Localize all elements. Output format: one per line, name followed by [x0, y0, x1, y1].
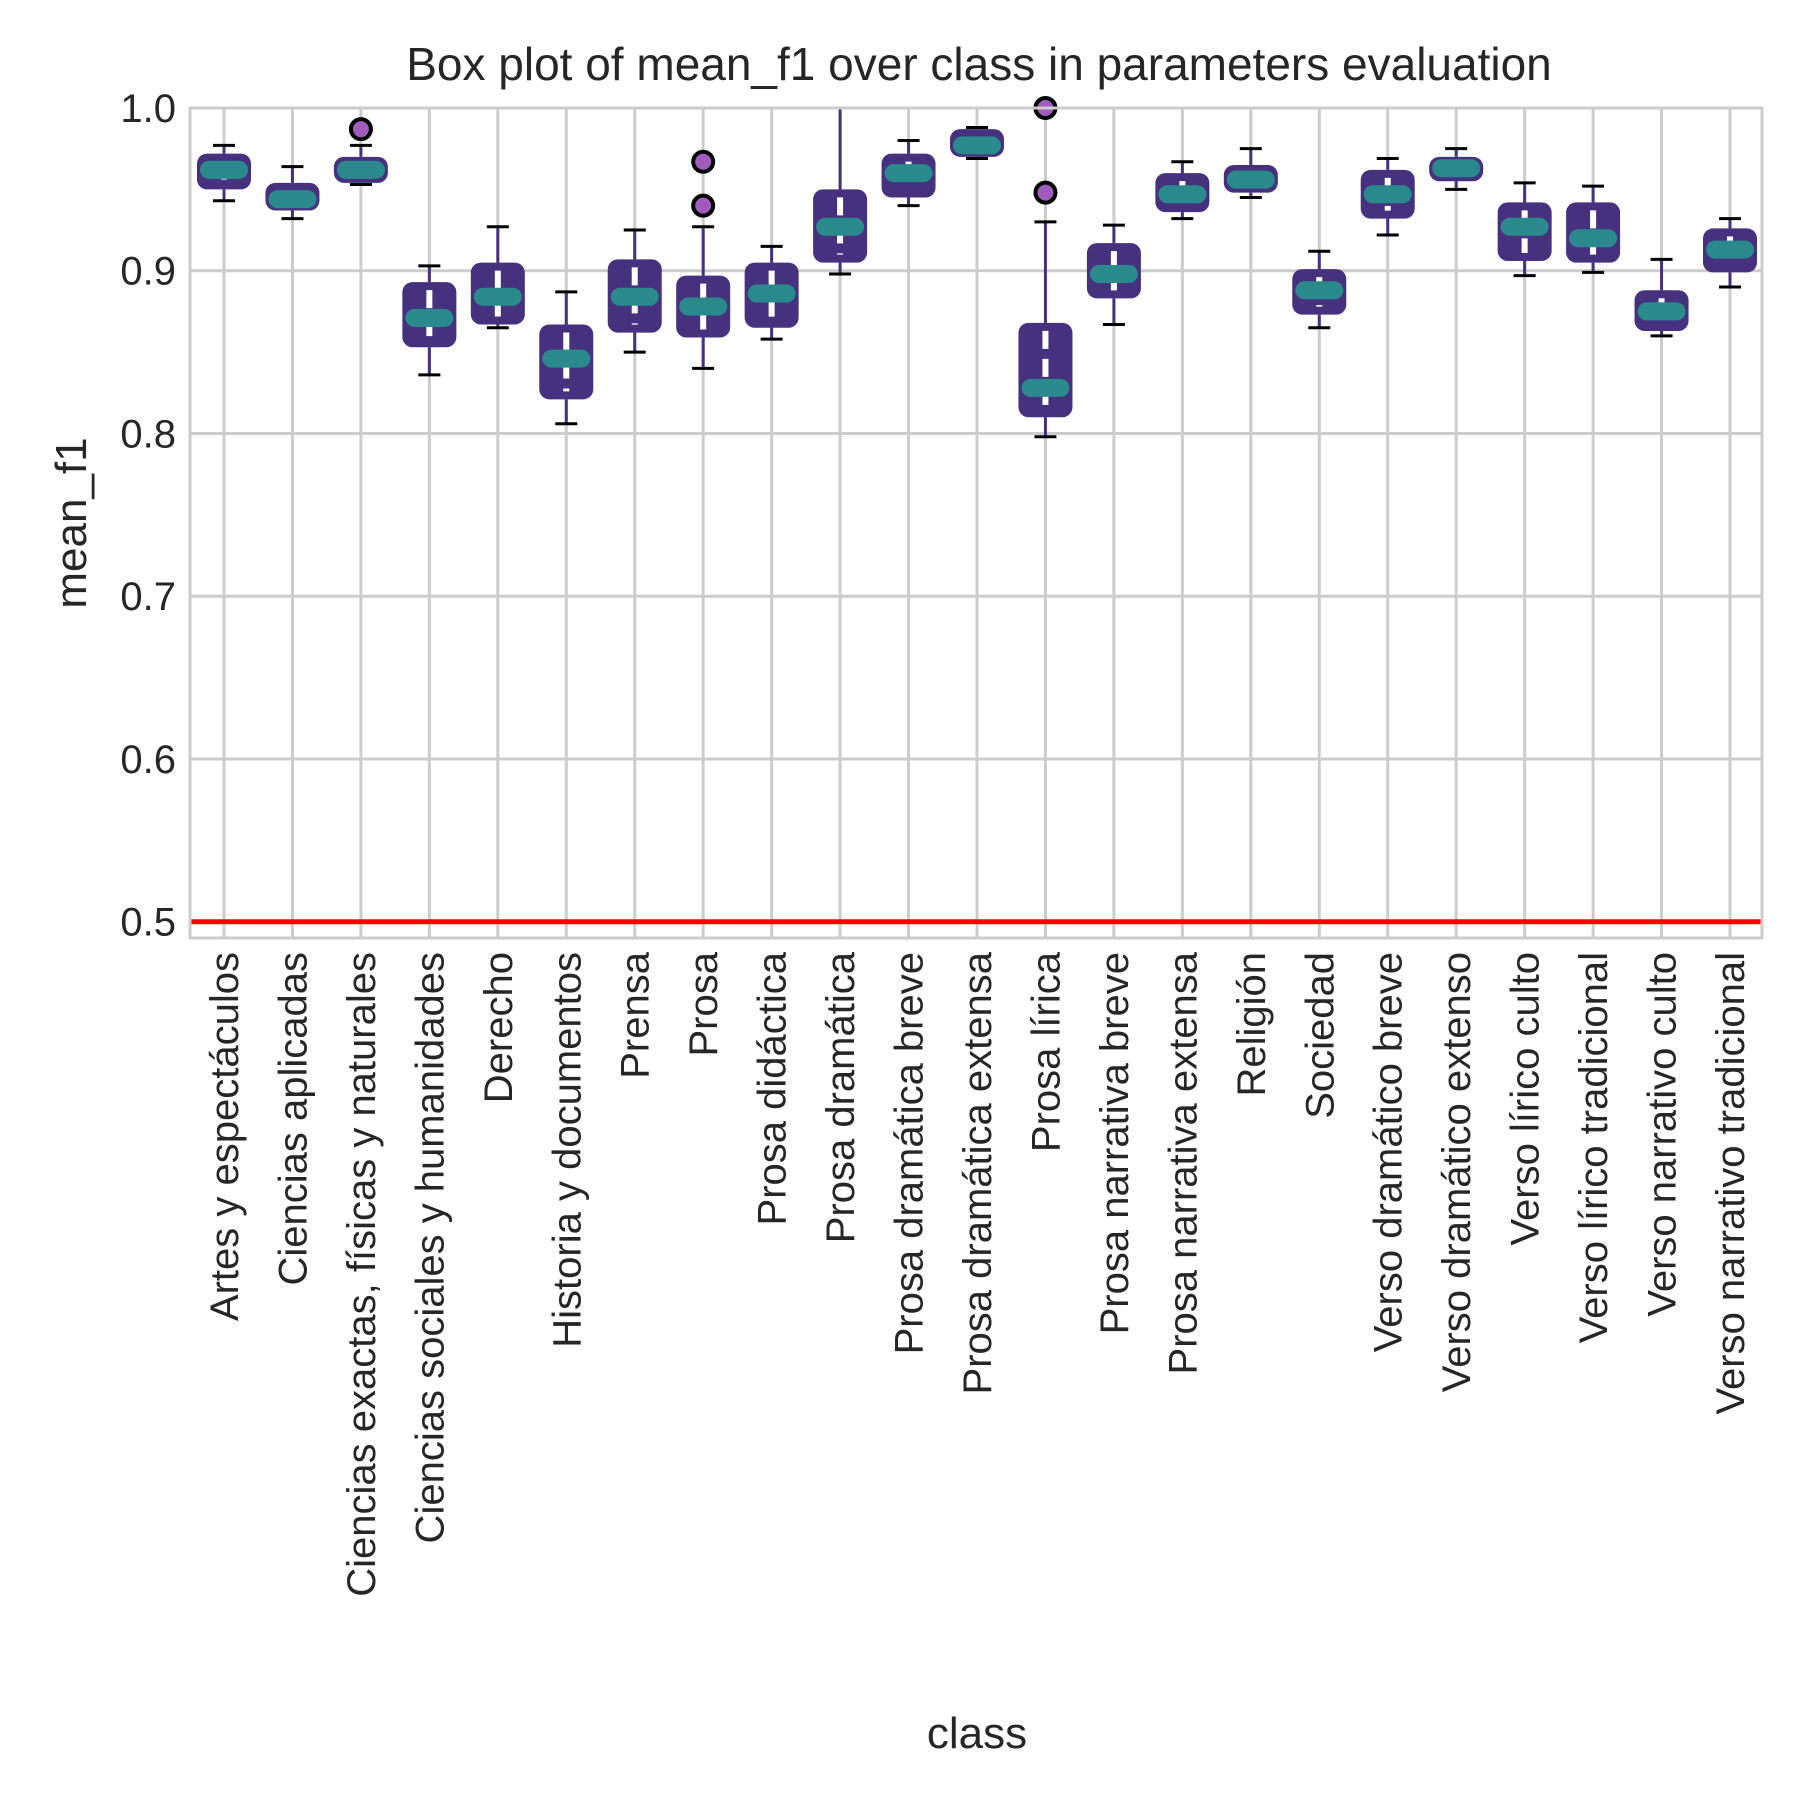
x-tick-label: Prosa dramática breve [888, 952, 932, 1354]
box-group [881, 139, 936, 208]
median-line [473, 287, 522, 306]
y-tick-label: 0.8 [120, 412, 176, 456]
median-line [1021, 378, 1070, 397]
median-line [405, 308, 454, 327]
box-group [197, 143, 251, 203]
chart-title: Box plot of mean_f1 over class in parame… [406, 38, 1552, 90]
x-tick-label: Ciencias exactas, físicas y naturales [340, 952, 384, 1597]
x-tick-label: Prosa dramática [819, 951, 863, 1243]
grid-lines [190, 106, 1762, 938]
box-group [744, 244, 799, 341]
y-axis-label: mean_f1 [47, 437, 96, 608]
x-tick-label: Artes y espectáculos [203, 952, 247, 1321]
x-tick-label: Verso lírico culto [1504, 952, 1548, 1245]
median-line [1637, 302, 1686, 321]
y-tick-labels: 0.5 0.6 0.7 0.8 0.9 1.0 [120, 87, 176, 945]
median-line [1500, 217, 1549, 236]
median-line [1158, 185, 1207, 204]
outlier-point [1033, 180, 1058, 205]
x-tick-label: Verso dramático breve [1367, 952, 1411, 1352]
median-line [1226, 170, 1275, 189]
median-line [1089, 265, 1138, 283]
y-tick-label: 1.0 [120, 87, 176, 131]
box-group [676, 149, 731, 370]
x-tick-label: Prosa lírica [1024, 951, 1068, 1152]
x-tick-label: Ciencias aplicadas [271, 952, 315, 1286]
median-line [679, 297, 728, 316]
median-line [816, 217, 865, 236]
y-tick-label: 0.7 [120, 575, 176, 619]
x-tick-label: Prosa didáctica [751, 951, 795, 1225]
box-group [402, 264, 457, 377]
outlier-point [691, 193, 716, 218]
y-tick-label: 0.9 [120, 250, 176, 294]
x-tick-label: Verso narrativo culto [1641, 952, 1685, 1317]
median-line [747, 284, 796, 303]
box-group [1429, 147, 1484, 191]
boxes-layer [197, 96, 1757, 439]
box-group [1223, 147, 1278, 200]
x-tick-label: Verso lírico tradicional [1572, 952, 1616, 1343]
box-group [265, 165, 320, 221]
x-tick-label: Prosa dramática extensa [956, 951, 1000, 1394]
outlier-point [691, 149, 716, 174]
box-group [813, 108, 868, 276]
box-group [1634, 257, 1689, 338]
median-line [1295, 281, 1344, 300]
box-group [950, 126, 1004, 160]
box-group [333, 117, 388, 186]
median-line [200, 160, 248, 179]
box-group [1292, 249, 1347, 330]
x-tick-label: Historia y documentos [545, 952, 589, 1348]
median-line [610, 287, 659, 306]
x-tick-label: Verso dramático extenso [1435, 952, 1479, 1392]
box-group [1703, 217, 1757, 289]
median-line [268, 190, 317, 209]
x-tick-label: Prensa [614, 951, 658, 1078]
x-tick-label: Derecho [477, 952, 521, 1103]
box-group [1566, 184, 1621, 274]
y-tick-label: 0.5 [120, 901, 176, 945]
outlier-point [348, 117, 373, 142]
box-group [1497, 181, 1552, 278]
plot-frame [188, 106, 1764, 940]
x-tick-label: Prosa narrativa extensa [1161, 951, 1205, 1374]
box-group [470, 225, 525, 330]
x-tick-label: Prosa [682, 951, 726, 1056]
box-group [607, 228, 662, 354]
x-tick-label: Sociedad [1298, 952, 1342, 1119]
x-tick-label: Verso narrativo tradicional [1709, 952, 1753, 1414]
x-tick-label: Prosa narrativa breve [1093, 952, 1137, 1334]
median-line [1432, 159, 1481, 178]
median-line [1569, 229, 1618, 248]
x-tick-label: Religión [1230, 952, 1274, 1097]
x-tick-labels: Artes y espectáculos Ciencias aplicadas Ci… [203, 951, 1753, 1596]
median-line [542, 349, 591, 368]
median-line [884, 164, 933, 183]
y-tick-label: 0.6 [120, 738, 176, 782]
x-tick-label: Ciencias sociales y humanidades [408, 952, 452, 1543]
box-group [1155, 160, 1210, 221]
box-group [1086, 223, 1141, 326]
x-axis-label: class [927, 1709, 1027, 1758]
median-line [953, 136, 1001, 155]
median-line [1706, 240, 1754, 259]
median-line [336, 160, 385, 179]
box-group [1360, 156, 1415, 237]
box-group [539, 290, 594, 426]
median-line [1363, 185, 1412, 204]
